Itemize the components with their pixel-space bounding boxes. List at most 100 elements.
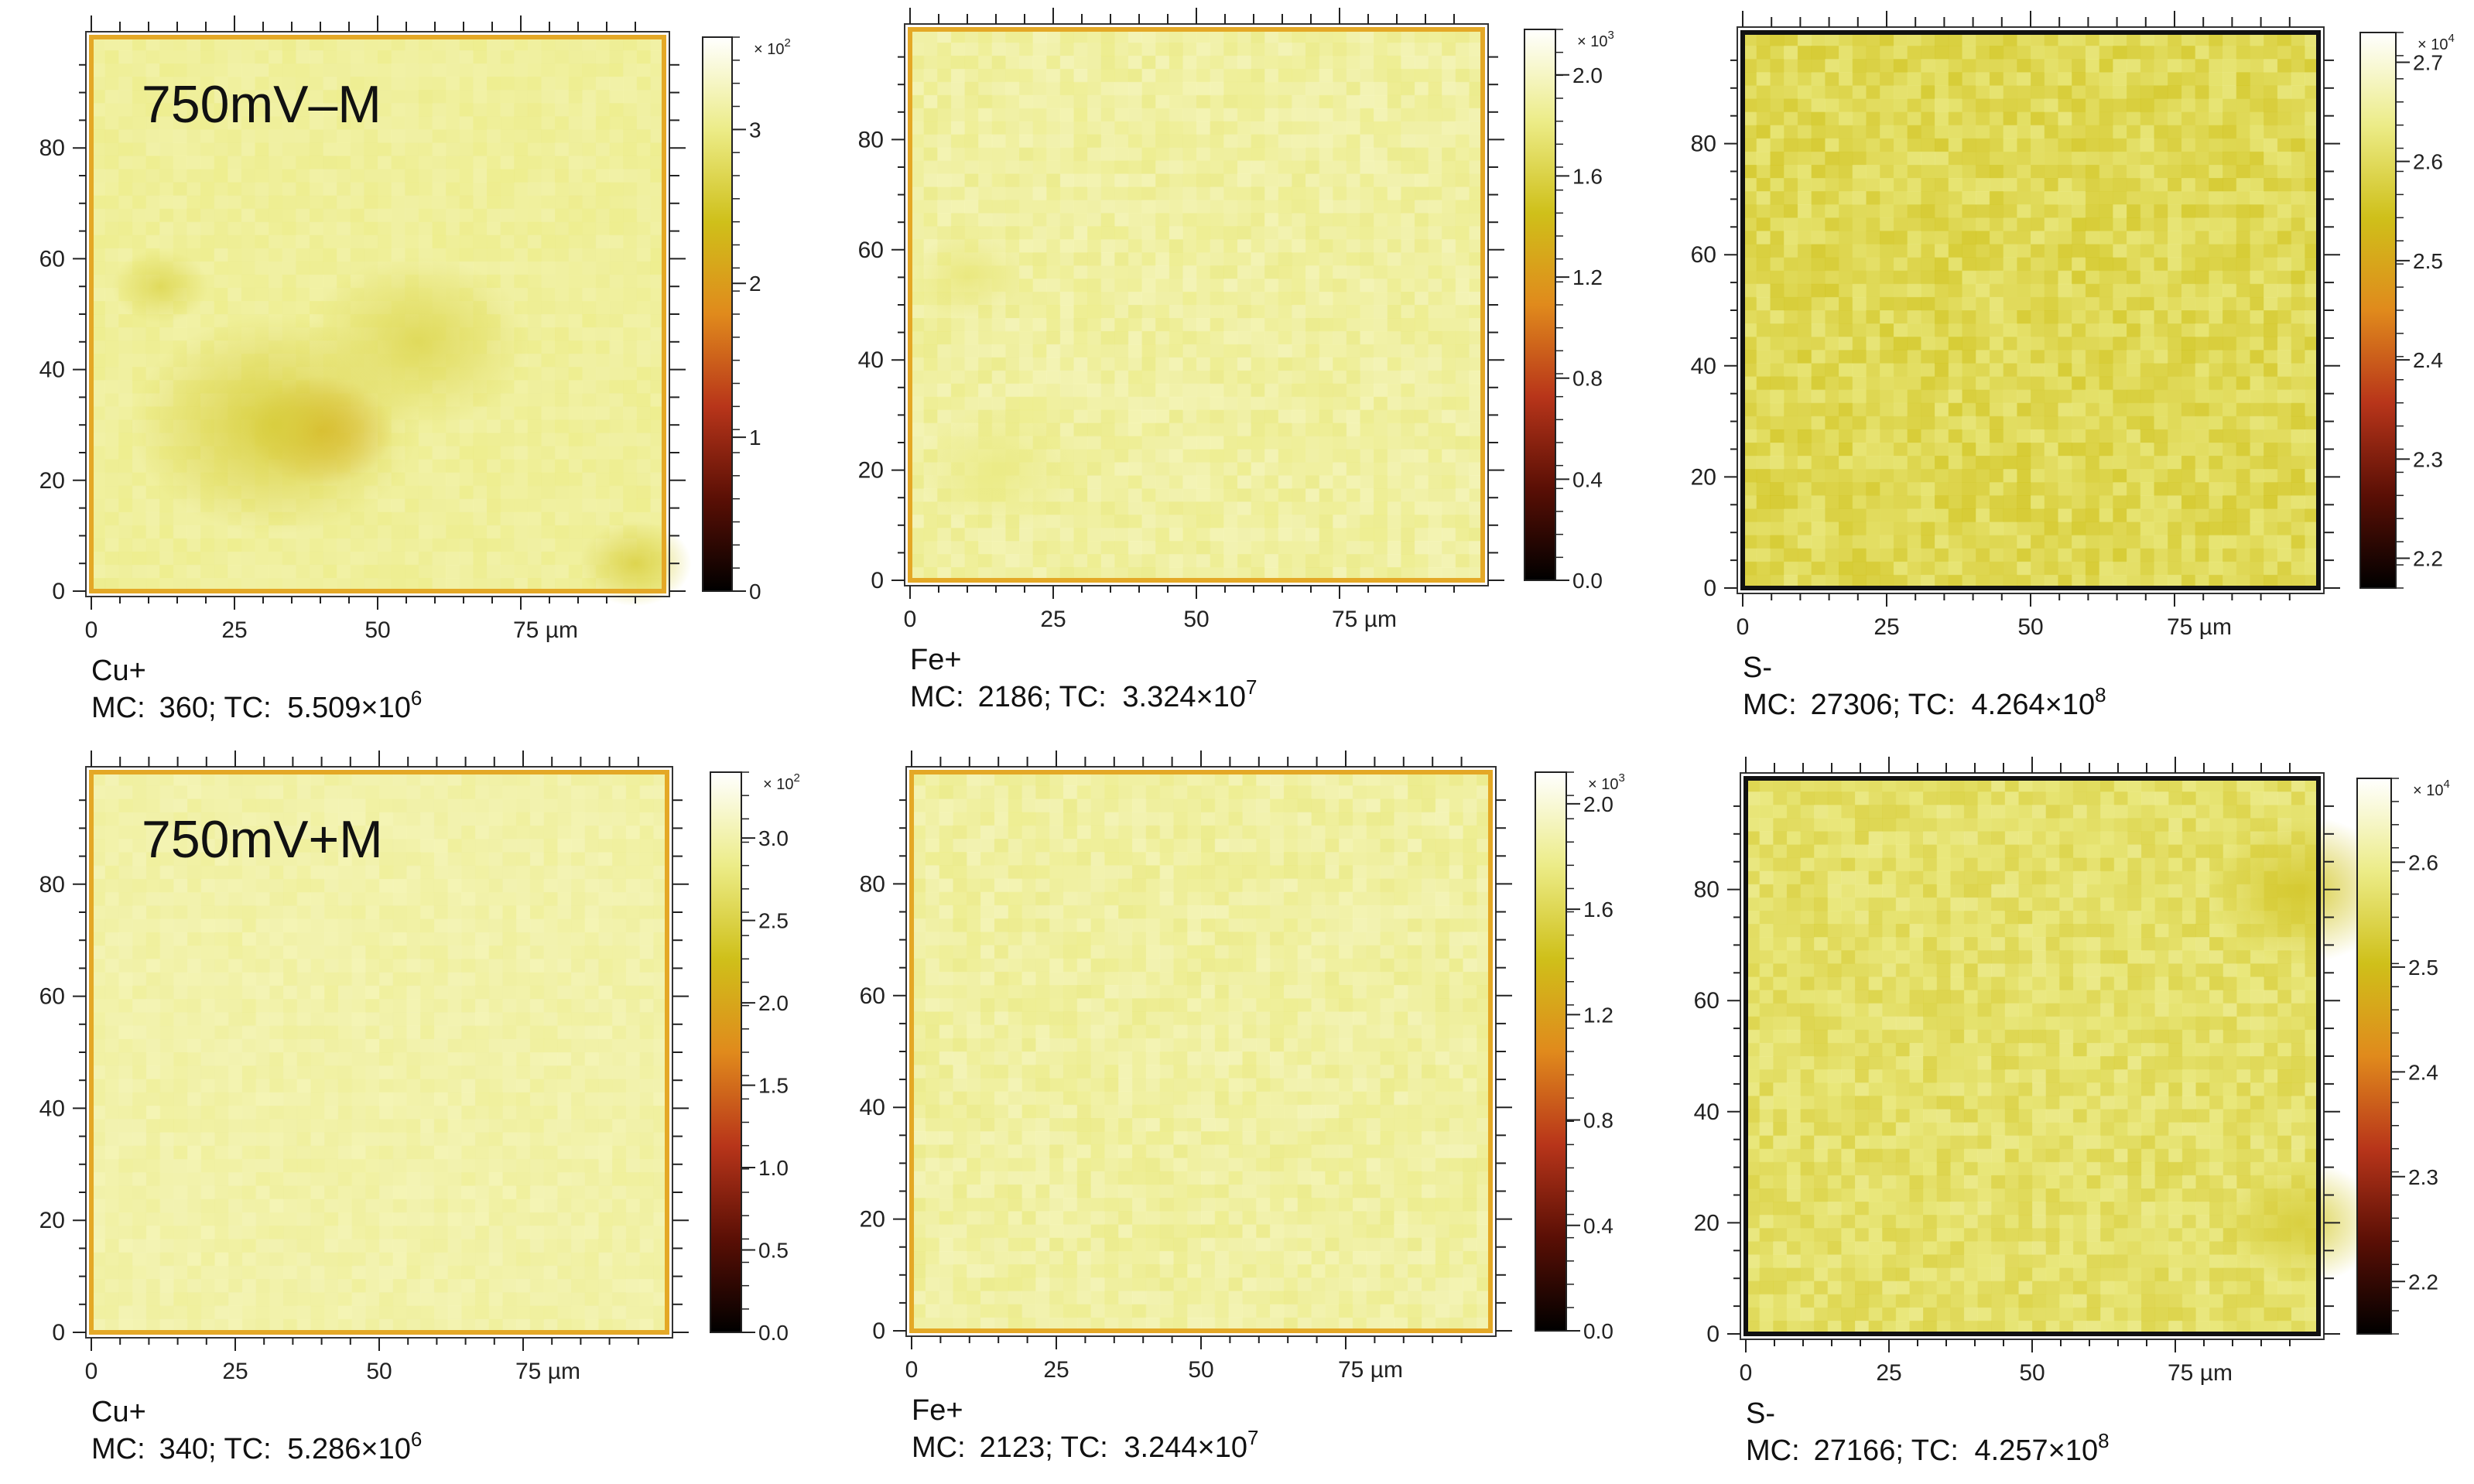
heatmap-cell (1825, 310, 1839, 324)
heatmap-cell (978, 94, 993, 109)
heatmap-cell (104, 498, 119, 513)
heatmap-cell (1414, 515, 1429, 528)
heatmap-cell (1073, 318, 1088, 332)
heatmap-cell (350, 248, 364, 262)
heatmap-cell (1319, 344, 1333, 358)
heatmap-cell (2072, 363, 2086, 378)
heatmap-cell (1976, 72, 1990, 86)
heatmap-cell (1114, 396, 1129, 411)
heatmap-cell (309, 538, 324, 552)
heatmap-cell (186, 221, 201, 236)
heatmap-cell (1374, 318, 1388, 332)
heatmap-cell (1100, 186, 1115, 200)
heatmap-cell (978, 541, 993, 555)
heatmap-cell (1141, 55, 1156, 70)
heatmap-cell (132, 578, 147, 592)
heatmap-cell (1278, 279, 1292, 292)
heatmap-cell (937, 396, 952, 411)
heatmap-cell (1237, 396, 1252, 411)
heatmap-cell (1866, 165, 1880, 179)
heatmap-cell (1182, 160, 1197, 175)
heatmap-cell (2044, 548, 2058, 562)
heatmap-cell (1811, 495, 1826, 509)
heatmap-cell (1319, 279, 1333, 292)
heatmap-cell (432, 77, 447, 91)
heatmap-cell (1784, 72, 1798, 86)
heatmap-cell (1976, 46, 1990, 60)
heatmap-cell (432, 116, 447, 130)
heatmap-cell (500, 90, 515, 104)
heatmap-cell (255, 538, 269, 552)
heatmap-cell (2072, 111, 2086, 126)
heatmap-cell (1962, 310, 1976, 324)
heatmap-cell (1155, 68, 1170, 83)
heatmap-cell (1428, 292, 1442, 306)
heatmap-cell (1428, 501, 1442, 515)
heatmap-cell (1100, 108, 1115, 122)
heatmap-cell (568, 287, 583, 302)
heatmap-cell (91, 525, 106, 539)
heatmap-cell (1073, 55, 1088, 70)
heatmap-cell (609, 511, 624, 526)
heatmap-cell (1442, 318, 1456, 332)
heatmap-cell (1141, 200, 1156, 214)
heatmap-cell (1455, 462, 1470, 476)
heatmap-cell (568, 90, 583, 104)
heatmap-cell (991, 318, 1006, 332)
heatmap-cell (1182, 68, 1197, 83)
heatmap-cell (1141, 68, 1156, 83)
heatmap-cell (1073, 108, 1088, 122)
heatmap-cell (1141, 449, 1156, 463)
heatmap-cell (555, 261, 570, 275)
heatmap-cell (1907, 508, 1921, 523)
heatmap-cell (2113, 402, 2127, 417)
heatmap-cell (1852, 138, 1867, 152)
heatmap-cell (2017, 363, 2031, 378)
heatmap-cell (255, 221, 269, 236)
heatmap-cell (609, 103, 624, 117)
heatmap-cell (2099, 350, 2113, 364)
heatmap-cell (910, 318, 925, 332)
heatmap-cell (1169, 43, 1183, 56)
heatmap-cell (2017, 521, 2031, 536)
heatmap-cell (937, 541, 952, 555)
heatmap-cell (1989, 310, 2004, 324)
heatmap-cell (1976, 548, 1990, 562)
heatmap-cell (1428, 160, 1442, 175)
heatmap-cell (1839, 402, 1853, 417)
heatmap-cell (1893, 429, 1908, 443)
heatmap-cell (595, 406, 611, 420)
heatmap-cell (2113, 521, 2127, 536)
heatmap-cell (2031, 469, 2045, 483)
heatmap-cell (568, 63, 583, 77)
heatmap-cell (1756, 125, 1771, 139)
heatmap-cell (1387, 94, 1401, 109)
heatmap-cell (1100, 528, 1115, 542)
heatmap-cell (118, 472, 133, 487)
heatmap-cell (104, 393, 119, 407)
heatmap-cell (1360, 396, 1374, 411)
heatmap-cell (1073, 528, 1088, 542)
heatmap-cell (1100, 370, 1115, 385)
heatmap-cell (1223, 200, 1238, 214)
heatmap-cell (1962, 244, 1976, 258)
heatmap-cell (1100, 501, 1115, 515)
heatmap-cell (978, 43, 993, 56)
heatmap-cell (1155, 357, 1170, 371)
heatmap-cell (1414, 81, 1429, 96)
heatmap-cell (1087, 422, 1102, 437)
heatmap-cell (1935, 165, 1949, 179)
heatmap-cell (1442, 68, 1456, 83)
heatmap-cell (1169, 226, 1183, 240)
heatmap-cell (1128, 147, 1143, 162)
heatmap-cell (1264, 515, 1279, 528)
heatmap-cell (1839, 363, 1853, 378)
heatmap-cell (1866, 561, 1880, 576)
heatmap-cell (1046, 305, 1061, 319)
heatmap-cell (1811, 508, 1826, 523)
heatmap-cell (1046, 226, 1061, 240)
heatmap-cell (1251, 462, 1265, 476)
heatmap-cell (1976, 521, 1990, 536)
heatmap-cell (1866, 270, 1880, 285)
heatmap-cell (1756, 376, 1771, 391)
